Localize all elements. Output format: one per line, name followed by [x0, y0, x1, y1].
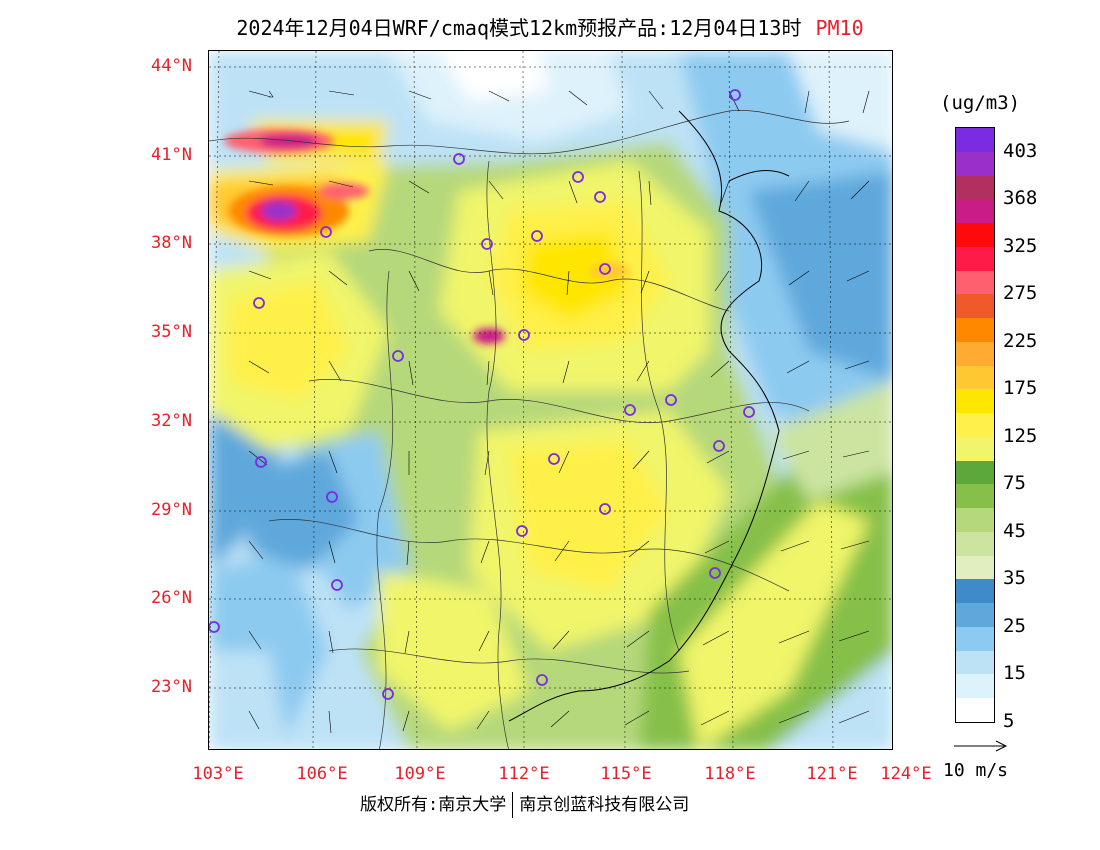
- hotspots: [224, 129, 629, 344]
- legend-color-box: [956, 413, 994, 438]
- lon-label-106e: 106°E: [296, 764, 348, 784]
- wind-reference-arrow: [954, 740, 1008, 752]
- legend-color-box: [956, 626, 994, 652]
- concentration-field: [209, 51, 892, 749]
- city-markers: [209, 89, 755, 700]
- legend-color-box: [956, 318, 994, 343]
- lat-label-44n: 44°N: [151, 56, 192, 76]
- lat-label-38n: 38°N: [151, 233, 192, 253]
- legend-color-box: [956, 484, 994, 509]
- legend-label: 325: [1003, 234, 1038, 257]
- legend-color-box: [956, 341, 994, 367]
- lon-label-103e: 103°E: [192, 764, 244, 784]
- lon-label-121e: 121°E: [806, 764, 858, 784]
- title-text: 2024年12月04日WRF/cmaq模式12km预报产品:12月04日13时: [236, 16, 802, 40]
- legend-color-box: [956, 555, 994, 580]
- legend-label: 403: [1003, 139, 1038, 162]
- lon-label-124e: 124°E: [880, 764, 932, 784]
- lat-label-35n: 35°N: [151, 322, 192, 342]
- lon-label-109e: 109°E: [394, 764, 446, 784]
- legend-color-box: [956, 270, 994, 295]
- legend-label: 368: [1003, 187, 1038, 210]
- legend-label: 175: [1003, 377, 1038, 400]
- legend-color-box: [956, 223, 994, 248]
- legend-color-box: [956, 246, 994, 272]
- lat-label-32n: 32°N: [151, 411, 192, 431]
- legend-color-box: [956, 175, 994, 200]
- legend-color-box: [956, 698, 994, 723]
- legend-label: 275: [1003, 282, 1038, 305]
- map-title: 2024年12月04日WRF/cmaq模式12km预报产品:12月04日13时 P…: [0, 12, 1100, 41]
- legend-color-box: [956, 674, 994, 699]
- legend-unit: (ug/m3): [940, 92, 1021, 114]
- legend-label: 35: [1003, 567, 1026, 590]
- lon-label-118e: 118°E: [704, 764, 756, 784]
- province-borders: [209, 109, 850, 749]
- legend-color-box: [956, 603, 994, 628]
- legend-color-box: [956, 650, 994, 675]
- copyright-company: 南京创蓝科技有限公司: [519, 795, 690, 815]
- legend-label: 15: [1003, 662, 1026, 685]
- legend-label: 45: [1003, 519, 1026, 542]
- legend-color-box: [956, 508, 994, 533]
- coastline: [508, 110, 790, 722]
- copyright-owner: 版权所有:南京大学: [360, 795, 507, 815]
- legend-label: 225: [1003, 329, 1038, 352]
- copyright-divider: [512, 792, 514, 818]
- legend-color-box: [956, 579, 994, 604]
- lat-label-23n: 23°N: [151, 677, 192, 697]
- legend-label: 25: [1003, 614, 1026, 637]
- legend-color-box: [956, 436, 994, 462]
- legend-color-box: [956, 199, 994, 224]
- legend-color-box: [956, 294, 994, 319]
- legend-color-box: [956, 531, 994, 557]
- legend-label: 75: [1003, 472, 1026, 495]
- legend-color-box: [956, 389, 994, 414]
- legend-color-box: [956, 460, 994, 485]
- copyright: 版权所有:南京大学 南京创蓝科技有限公司: [360, 790, 689, 818]
- lat-label-29n: 29°N: [151, 500, 192, 520]
- color-legend: [955, 127, 995, 723]
- pollution-map: [208, 50, 893, 750]
- lat-label-41n: 41°N: [151, 145, 192, 165]
- lon-label-112e: 112°E: [498, 764, 550, 784]
- graticule: [209, 51, 892, 749]
- variable-name: PM10: [815, 16, 864, 40]
- lon-label-115e: 115°E: [600, 764, 652, 784]
- legend-color-box: [956, 151, 994, 176]
- wind-vectors: [248, 90, 870, 734]
- lat-label-26n: 26°N: [151, 588, 192, 608]
- legend-color-box: [956, 128, 994, 153]
- legend-color-box: [956, 365, 994, 390]
- legend-label: 5: [1003, 710, 1015, 732]
- wind-reference-label: 10 m/s: [943, 760, 1009, 781]
- legend-label: 125: [1003, 424, 1038, 447]
- map-canvas: [209, 51, 892, 749]
